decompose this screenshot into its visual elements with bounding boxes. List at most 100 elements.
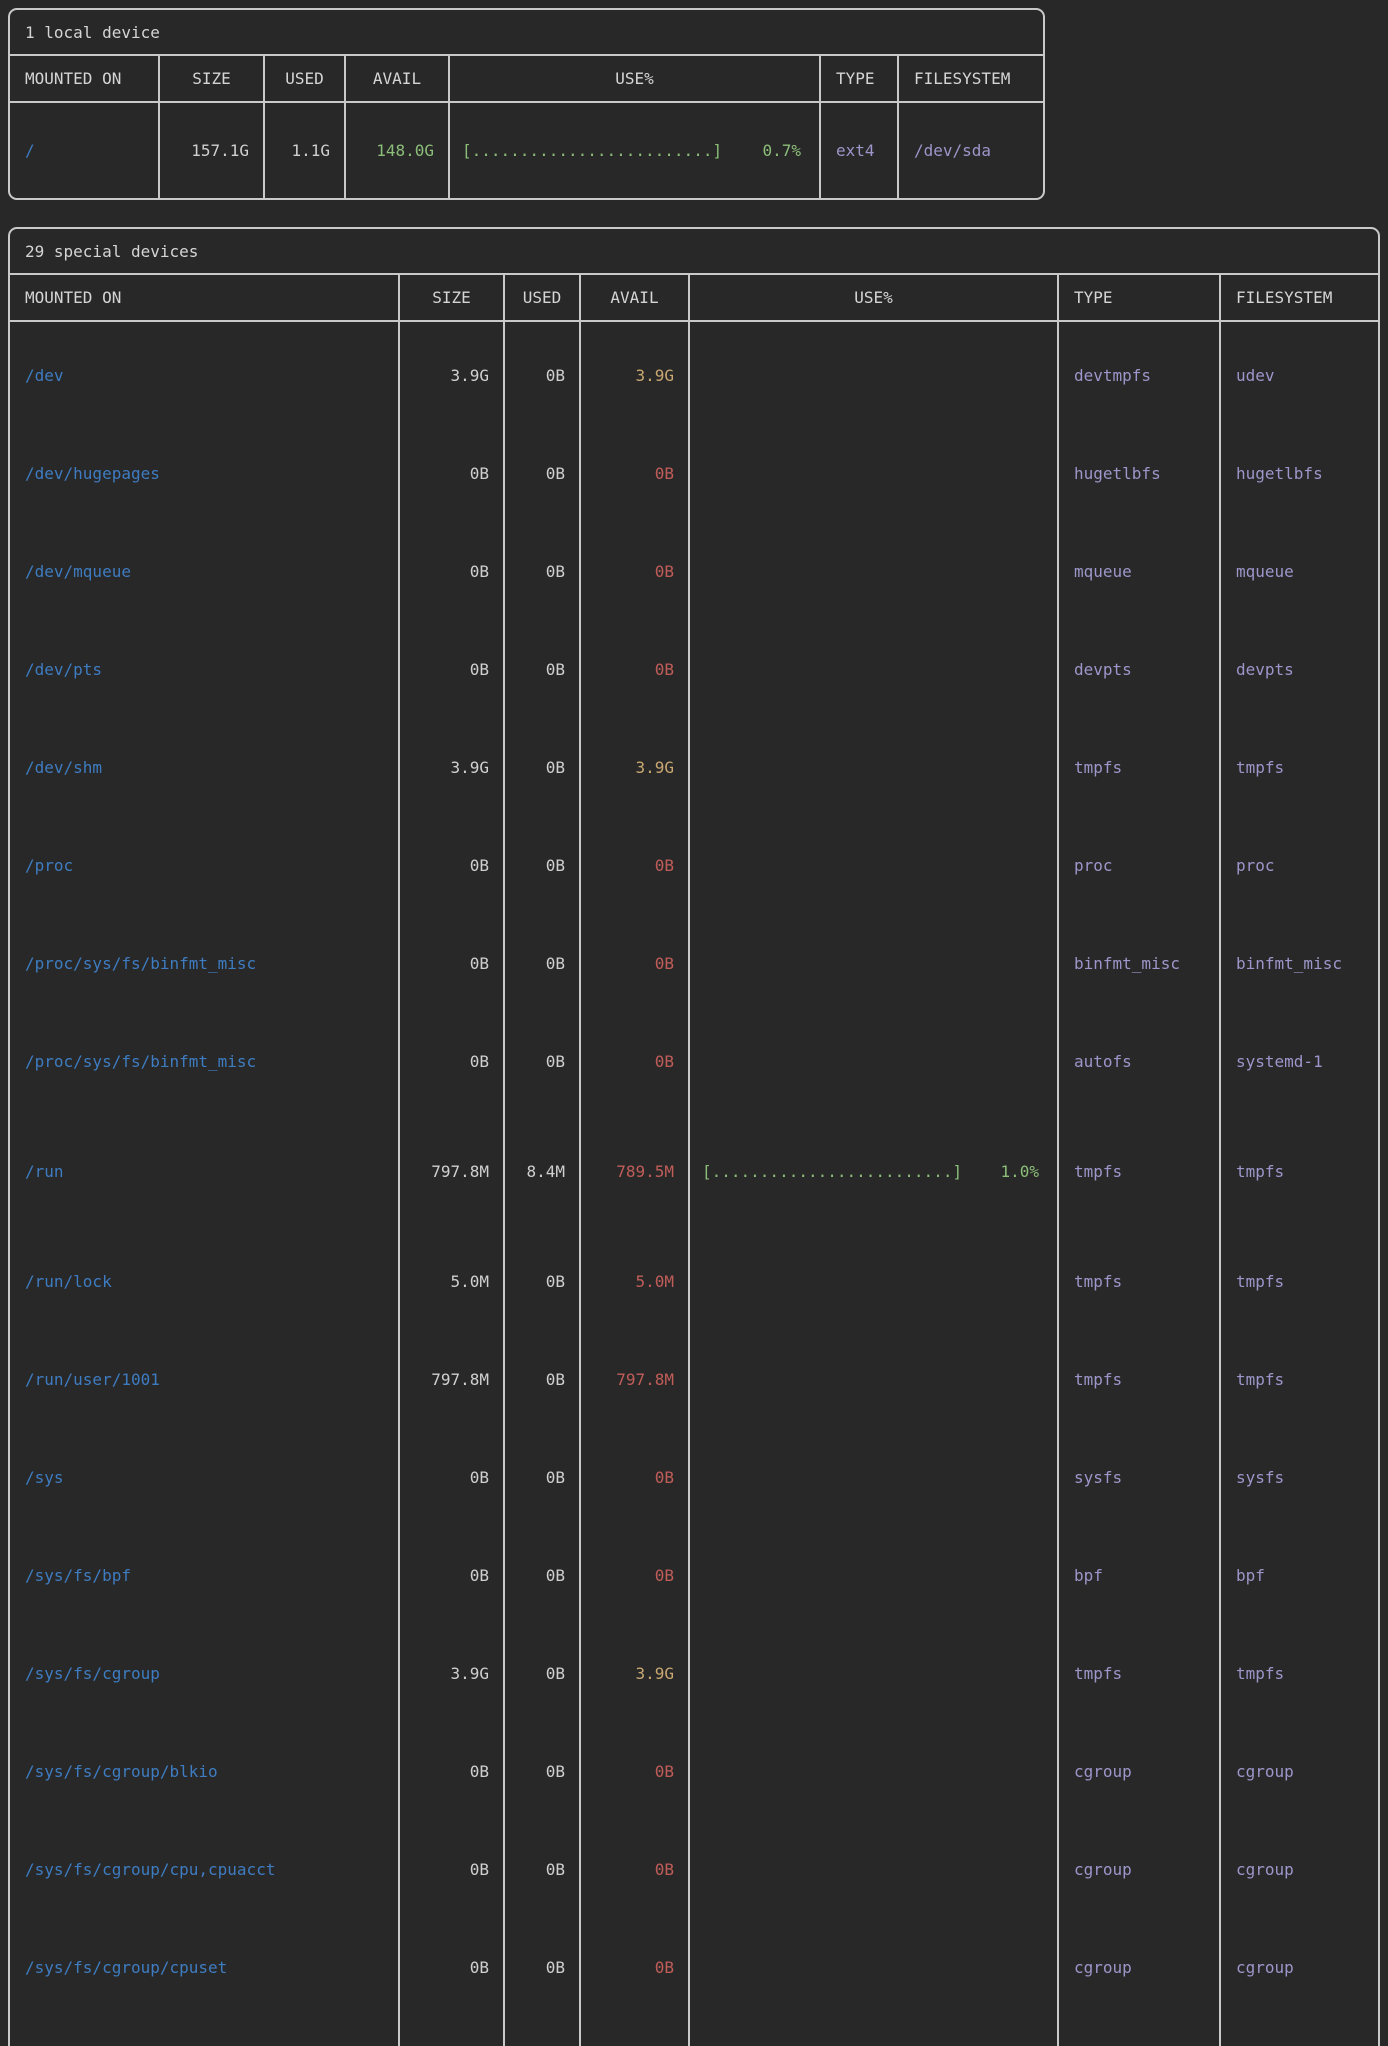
special-devices-table: MOUNTED ON SIZE USED AVAIL USE% TYPE FIL… (10, 275, 1380, 2046)
col-header-mounted-on: MOUNTED ON (10, 56, 159, 102)
type-cell: tmpfs (1058, 719, 1220, 817)
use-percent-cell (689, 1234, 1058, 1332)
avail-cell: 0B (580, 523, 689, 621)
local-devices-table: MOUNTED ON SIZE USED AVAIL USE% TYPE FIL… (10, 56, 1045, 198)
mount-point-cell: /run (10, 1111, 399, 1234)
mount-point-cell: /run/lock (10, 1234, 399, 1332)
usage-bar: [.........................] 0.7% (450, 141, 819, 160)
col-header-size: SIZE (399, 275, 504, 321)
used-cell: 0B (504, 2018, 580, 2046)
size-cell: 3.9G (399, 321, 504, 425)
used-cell: 0B (504, 1332, 580, 1430)
type-cell: autofs (1058, 1013, 1220, 1111)
filesystem-cell: tmpfs (1220, 1626, 1380, 1724)
size-cell: 0B (399, 915, 504, 1013)
table-row: /proc/sys/fs/binfmt_misc 0B 0B 0B binfmt… (10, 915, 1380, 1013)
mount-point-cell: /sys/fs/cgroup/cpuset (10, 1920, 399, 2018)
col-header-size: SIZE (159, 56, 264, 102)
size-cell: 0B (399, 2018, 504, 2046)
type-cell: devtmpfs (1058, 321, 1220, 425)
table-row: /dev/hugepages 0B 0B 0B hugetlbfs hugetl… (10, 425, 1380, 523)
table-row: /sys/fs/cgroup 3.9G 0B 3.9G tmpfs tmpfs (10, 1626, 1380, 1724)
use-percent-cell (689, 425, 1058, 523)
type-cell: cgroup (1058, 1822, 1220, 1920)
usage-bar-track: [.........................] (702, 1160, 962, 1185)
mount-point-cell: /dev/hugepages (10, 425, 399, 523)
size-cell: 157.1G (159, 102, 264, 198)
header-row: MOUNTED ON SIZE USED AVAIL USE% TYPE FIL… (10, 56, 1045, 102)
type-cell: ext4 (820, 102, 898, 198)
used-cell: 0B (504, 817, 580, 915)
used-cell: 0B (504, 1822, 580, 1920)
use-percent-cell (689, 719, 1058, 817)
use-percent-cell (689, 1822, 1058, 1920)
header-row: MOUNTED ON SIZE USED AVAIL USE% TYPE FIL… (10, 275, 1380, 321)
size-cell: 0B (399, 817, 504, 915)
used-cell: 0B (504, 1920, 580, 2018)
mount-point-cell: /sys/fs/cgroup/blkio (10, 1724, 399, 1822)
avail-cell: 0B (580, 817, 689, 915)
filesystem-cell: mqueue (1220, 523, 1380, 621)
col-header-use-pct: USE% (689, 275, 1058, 321)
mount-point-cell: /proc/sys/fs/binfmt_misc (10, 915, 399, 1013)
col-header-used: USED (264, 56, 345, 102)
table-row: /dev 3.9G 0B 3.9G devtmpfs udev (10, 321, 1380, 425)
type-cell: tmpfs (1058, 1234, 1220, 1332)
use-percent-cell (689, 621, 1058, 719)
mount-point-cell: /dev (10, 321, 399, 425)
filesystem-cell: hugetlbfs (1220, 425, 1380, 523)
mount-point-cell: /sys/fs/cgroup (10, 1626, 399, 1724)
filesystem-cell: tmpfs (1220, 719, 1380, 817)
type-cell: binfmt_misc (1058, 915, 1220, 1013)
filesystem-cell: cgroup (1220, 1920, 1380, 2018)
table-row: / 157.1G 1.1G 148.0G [..................… (10, 102, 1045, 198)
used-cell: 0B (504, 621, 580, 719)
filesystem-cell: cgroup (1220, 1724, 1380, 1822)
avail-cell: 0B (580, 621, 689, 719)
type-cell: cgroup (1058, 1724, 1220, 1822)
size-cell: 3.9G (399, 1626, 504, 1724)
avail-cell: 789.5M (580, 1111, 689, 1234)
filesystem-cell: tmpfs (1220, 1111, 1380, 1234)
avail-cell: 0B (580, 1822, 689, 1920)
avail-cell: 0B (580, 1013, 689, 1111)
type-cell: mqueue (1058, 523, 1220, 621)
used-cell: 0B (504, 1430, 580, 1528)
avail-cell: 0B (580, 2018, 689, 2046)
use-percent-cell (689, 1626, 1058, 1724)
use-percent-cell (689, 321, 1058, 425)
avail-cell: 0B (580, 425, 689, 523)
table-row: /proc/sys/fs/binfmt_misc 0B 0B 0B autofs… (10, 1013, 1380, 1111)
mount-point-cell: /sys/fs/cgroup/devices (10, 2018, 399, 2046)
col-header-type: TYPE (1058, 275, 1220, 321)
used-cell: 0B (504, 915, 580, 1013)
type-cell: cgroup (1058, 1920, 1220, 2018)
type-cell: cgroup (1058, 2018, 1220, 2046)
col-header-avail: AVAIL (580, 275, 689, 321)
table-row: /sys/fs/cgroup/blkio 0B 0B 0B cgroup cgr… (10, 1724, 1380, 1822)
use-percent-cell (689, 817, 1058, 915)
filesystem-cell: tmpfs (1220, 1234, 1380, 1332)
avail-cell: 148.0G (345, 102, 449, 198)
usage-percent: 0.7% (762, 141, 801, 160)
usage-percent: 1.0% (1000, 1160, 1039, 1185)
special-devices-title: 29 special devices (10, 229, 1378, 275)
size-cell: 3.9G (399, 719, 504, 817)
filesystem-cell: udev (1220, 321, 1380, 425)
use-percent-cell (689, 1724, 1058, 1822)
used-cell: 0B (504, 321, 580, 425)
mount-point-cell: /proc (10, 817, 399, 915)
table-row: /run/user/1001 797.8M 0B 797.8M tmpfs tm… (10, 1332, 1380, 1430)
used-cell: 0B (504, 719, 580, 817)
used-cell: 0B (504, 1234, 580, 1332)
mount-point-cell: /run/user/1001 (10, 1332, 399, 1430)
col-header-avail: AVAIL (345, 56, 449, 102)
use-percent-cell (689, 1528, 1058, 1626)
avail-cell: 0B (580, 915, 689, 1013)
size-cell: 797.8M (399, 1332, 504, 1430)
mount-point-cell: /dev/pts (10, 621, 399, 719)
type-cell: bpf (1058, 1528, 1220, 1626)
table-row: /proc 0B 0B 0B proc proc (10, 817, 1380, 915)
avail-cell: 0B (580, 1430, 689, 1528)
used-cell: 1.1G (264, 102, 345, 198)
